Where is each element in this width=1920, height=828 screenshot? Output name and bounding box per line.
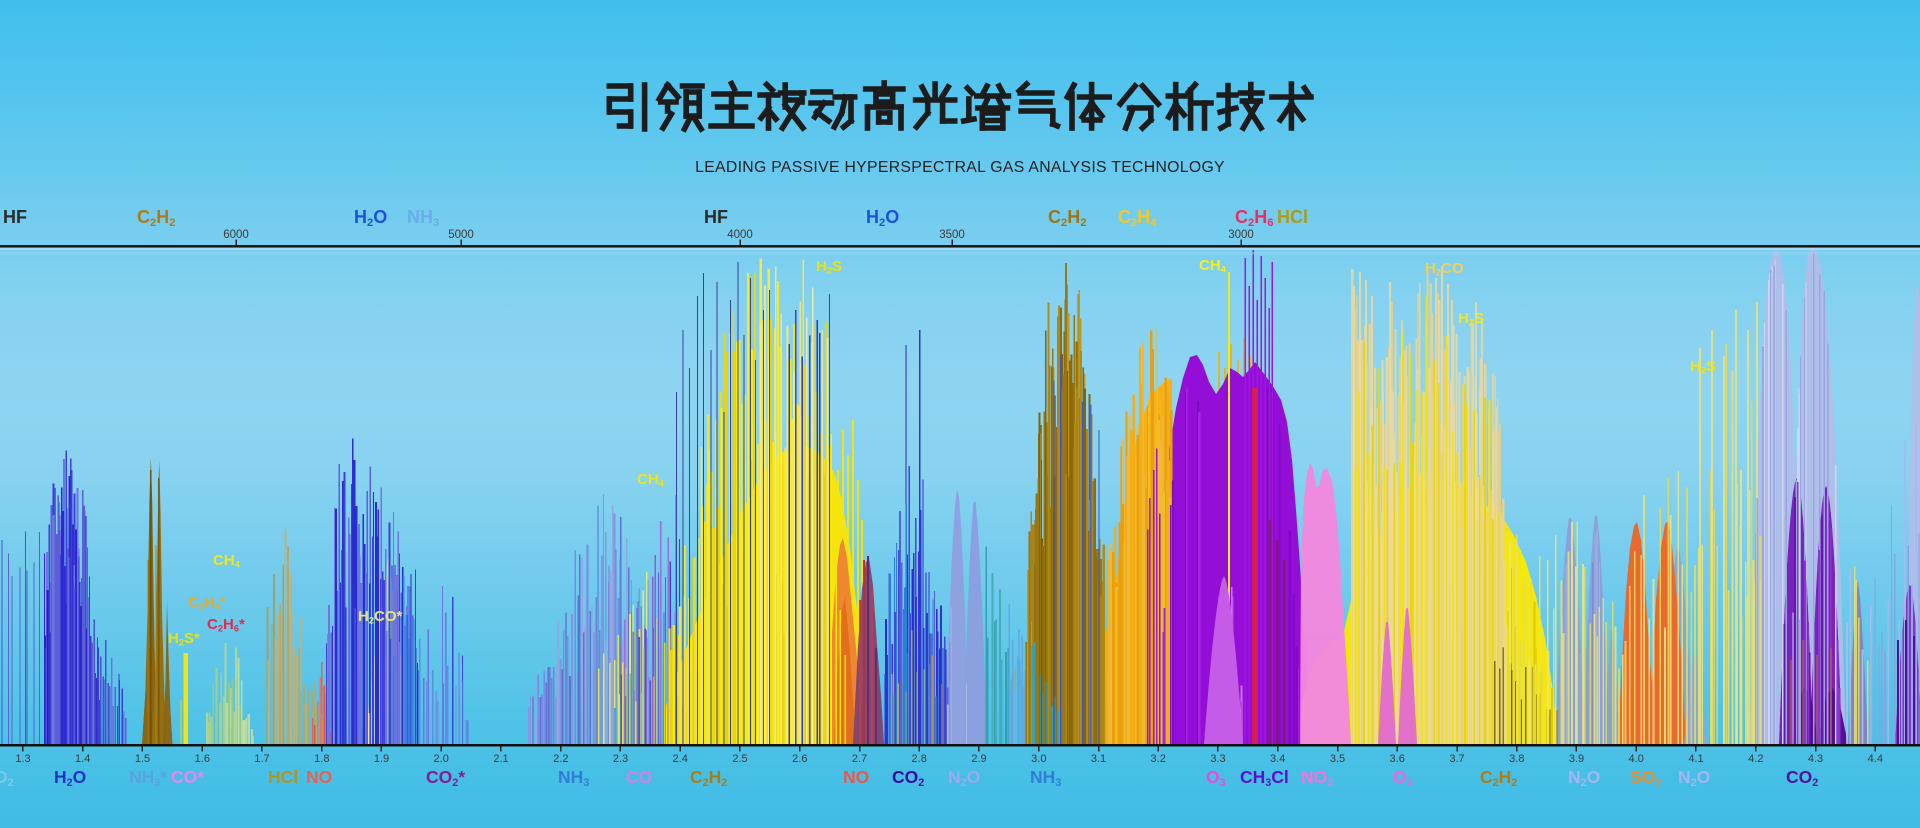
svg-text:3.8: 3.8 [1509, 753, 1524, 765]
svg-text:N2​O: N2​O [1568, 767, 1600, 789]
svg-text:2.1: 2.1 [493, 753, 508, 765]
svg-text:NO2​: NO2​ [1301, 767, 1333, 789]
svg-text:3.6: 3.6 [1390, 753, 1405, 765]
svg-text:CO: CO [626, 767, 652, 787]
svg-text:HCl: HCl [1277, 207, 1308, 227]
svg-text:1.5: 1.5 [135, 753, 150, 765]
svg-text:NH3​: NH3​ [1030, 767, 1061, 789]
svg-text:NO: NO [306, 767, 332, 787]
svg-text:C2​H4​: C2​H4​ [1118, 207, 1157, 229]
svg-text:2.9: 2.9 [971, 753, 986, 765]
svg-text:C2​H6​: C2​H6​ [1235, 207, 1273, 229]
svg-text:5000: 5000 [448, 229, 474, 241]
svg-text:C2​H2​: C2​H2​ [1048, 207, 1086, 229]
svg-text:3.5: 3.5 [1330, 753, 1345, 765]
svg-text:3500: 3500 [939, 229, 965, 241]
svg-text:NH3​*: NH3​* [129, 767, 167, 789]
svg-text:1.3: 1.3 [15, 753, 30, 765]
svg-text:CO2​: CO2​ [1786, 767, 1818, 789]
svg-text:CH4​: CH4​ [213, 552, 241, 570]
svg-text:NH3​: NH3​ [407, 207, 439, 229]
svg-text:CH3​Cl: CH3​Cl [1240, 767, 1289, 789]
svg-text:2.3: 2.3 [613, 753, 628, 765]
svg-text:3.2: 3.2 [1151, 753, 1166, 765]
svg-text:H2​S*: H2​S* [168, 630, 200, 648]
svg-text:NH3​: NH3​ [558, 767, 589, 789]
svg-text:1.4: 1.4 [75, 753, 90, 765]
svg-text:CO2​: CO2​ [892, 767, 924, 789]
svg-text:4000: 4000 [727, 229, 753, 241]
svg-text:4.4: 4.4 [1868, 753, 1883, 765]
svg-text:4.2: 4.2 [1748, 753, 1763, 765]
svg-text:2.6: 2.6 [792, 753, 807, 765]
svg-text:LEADING PASSIVE HYPERSPECTRAL: LEADING PASSIVE HYPERSPECTRAL GAS ANALYS… [695, 159, 1225, 176]
svg-text:4.3: 4.3 [1808, 753, 1823, 765]
svg-text:H2​S: H2​S [816, 258, 842, 276]
svg-text:1.7: 1.7 [254, 753, 269, 765]
svg-text:3.3: 3.3 [1210, 753, 1225, 765]
svg-text:C2​H2​: C2​H2​ [690, 767, 727, 789]
svg-text:3.0: 3.0 [1031, 753, 1046, 765]
svg-text:SO2​: SO2​ [1630, 767, 1661, 789]
svg-text:3.9: 3.9 [1569, 753, 1584, 765]
svg-text:H2​CO: H2​CO [1425, 260, 1464, 278]
svg-text:HF: HF [704, 207, 728, 227]
svg-text:4.0: 4.0 [1629, 753, 1644, 765]
svg-text:C2​H6​*: C2​H6​* [207, 616, 245, 634]
svg-text:CO2​*: CO2​* [426, 767, 465, 789]
svg-text:H2​O: H2​O [54, 767, 86, 789]
svg-text:HF: HF [3, 207, 27, 227]
svg-text:1.9: 1.9 [374, 753, 389, 765]
svg-text:2.2: 2.2 [553, 753, 568, 765]
svg-text:NO: NO [843, 767, 869, 787]
svg-text:2.5: 2.5 [732, 753, 747, 765]
svg-text:H2​S: H2​S [1458, 310, 1484, 328]
svg-text:2.7: 2.7 [852, 753, 867, 765]
svg-text:N2​O: N2​O [1678, 767, 1710, 789]
svg-text:HCl: HCl [268, 767, 298, 787]
svg-text:N2​O: N2​O [948, 767, 980, 789]
svg-text:3.4: 3.4 [1270, 753, 1285, 765]
svg-text:1.6: 1.6 [195, 753, 210, 765]
svg-text:1.8: 1.8 [314, 753, 329, 765]
svg-text:H2​O: H2​O [354, 207, 387, 229]
svg-text:6000: 6000 [223, 229, 249, 241]
svg-text:CH4​: CH4​ [637, 471, 665, 489]
svg-text:CO*: CO* [171, 767, 204, 787]
svg-text:3000: 3000 [1228, 229, 1254, 241]
svg-text:CH4​: CH4​ [1199, 257, 1227, 275]
svg-text:2.4: 2.4 [673, 753, 688, 765]
svg-text:3.1: 3.1 [1091, 753, 1106, 765]
svg-text:2.0: 2.0 [434, 753, 449, 765]
svg-text:H2​S: H2​S [1690, 358, 1716, 376]
svg-text:C2​H2​: C2​H2​ [1480, 767, 1517, 789]
svg-text:2.8: 2.8 [912, 753, 927, 765]
svg-text:4.1: 4.1 [1688, 753, 1703, 765]
svg-text:C2​H4​*: C2​H4​* [188, 594, 226, 612]
svg-text:3.7: 3.7 [1449, 753, 1464, 765]
svg-text:H2​O: H2​O [866, 207, 899, 229]
svg-text:H2​CO*: H2​CO* [358, 608, 403, 626]
svg-text:C2​H2​: C2​H2​ [137, 207, 175, 229]
